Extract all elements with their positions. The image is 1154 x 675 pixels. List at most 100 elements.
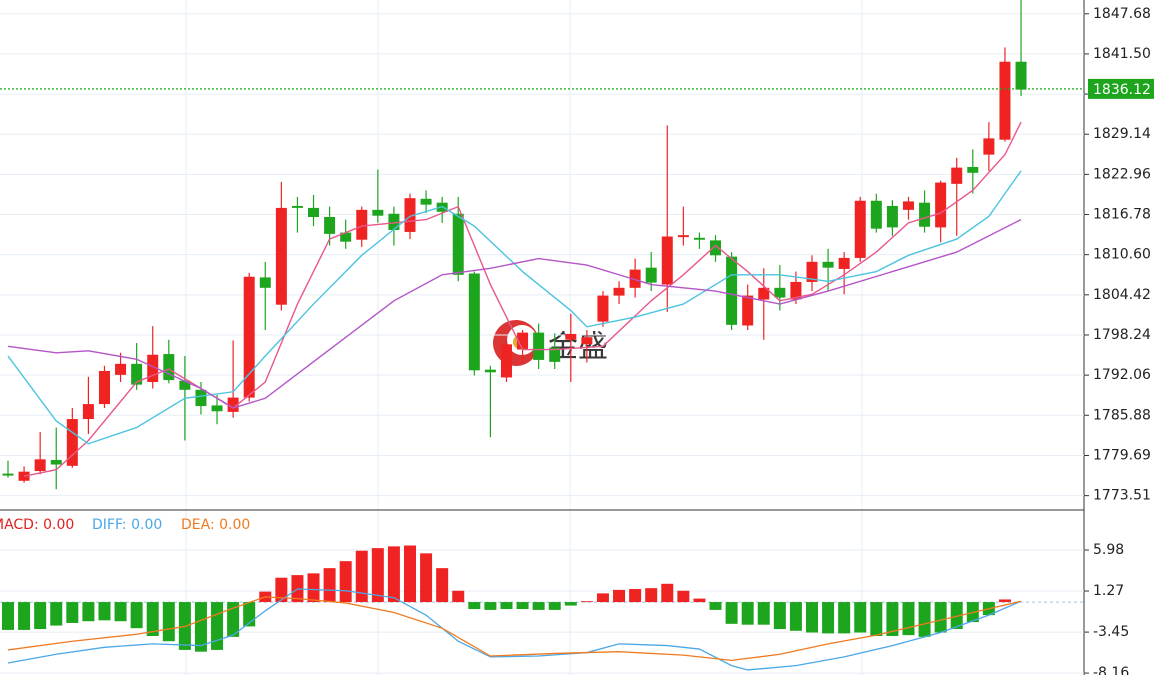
y-tick-label: 1810.60 [1093, 247, 1151, 263]
candle-body [517, 332, 529, 350]
candle-body [66, 419, 78, 466]
macd-bar [998, 599, 1011, 603]
candle-body [693, 237, 705, 240]
candle-body [291, 205, 303, 208]
candle-body [372, 209, 384, 216]
candle-body [500, 344, 512, 378]
macd-bar [661, 583, 674, 603]
macd-bar [130, 602, 143, 629]
macd-bar [194, 602, 207, 652]
candle-body [356, 209, 368, 240]
candle-body [131, 363, 143, 385]
y-tick-label: 1822.96 [1093, 166, 1151, 182]
macd-bar [886, 602, 899, 637]
macd-bar [323, 568, 336, 603]
macd-bar [645, 588, 658, 603]
candle-body [115, 363, 127, 375]
candle-body [806, 261, 818, 282]
macd-bar [564, 602, 577, 606]
candle-body [452, 213, 464, 275]
candle-body [243, 276, 255, 398]
y-tick-label: 1829.14 [1093, 126, 1151, 142]
macd-bar [114, 602, 127, 622]
macd-bar [596, 593, 609, 603]
y-tick-label: 1792.06 [1093, 367, 1151, 383]
macd-bar [548, 602, 561, 610]
candle-body [179, 380, 191, 390]
candle-body [645, 267, 657, 283]
macd-bar [580, 601, 593, 603]
candle-body [935, 182, 947, 228]
macd-bar [789, 602, 802, 631]
last-price-label: 1836.12 [1093, 82, 1151, 98]
y-tick-label: -8.16 [1093, 665, 1129, 675]
macd-bar [806, 602, 818, 633]
moving-average [23, 121, 1022, 477]
y-tick-label: 1847.68 [1093, 6, 1151, 22]
candle-body [163, 354, 175, 381]
moving-average [7, 170, 1022, 445]
candle-body [822, 261, 834, 268]
macd-bar [757, 602, 770, 625]
macd-bar [468, 602, 481, 610]
macd-bar [452, 590, 465, 603]
candle-body [726, 256, 738, 325]
macd-bar [516, 602, 529, 610]
y-tick-label: 1773.51 [1093, 488, 1151, 504]
macd-bar [613, 589, 626, 603]
last-price-box [1088, 78, 1154, 99]
candle-body [710, 240, 722, 256]
indicator-label: DIFF: 0.00 [92, 517, 162, 533]
candle-body [967, 166, 979, 173]
macd-bar [725, 602, 738, 624]
candle-body [259, 277, 271, 288]
candle-body [147, 354, 159, 383]
macd-bar [500, 602, 513, 610]
candle-body [1015, 61, 1027, 90]
candle-body [211, 405, 223, 412]
candle-body [565, 333, 577, 340]
candle-body [340, 232, 352, 242]
candle-body [324, 216, 336, 234]
indicator-label: MACD: 0.00 [0, 517, 74, 533]
macd-line [7, 596, 1022, 662]
macd-bar [918, 602, 931, 637]
y-tick-label: 1816.78 [1093, 207, 1151, 223]
candle-body [886, 205, 898, 228]
macd-bar [838, 602, 851, 634]
candle-body [533, 332, 545, 360]
candle-body [902, 201, 914, 210]
macd-bar [677, 590, 690, 603]
candle-body [774, 287, 786, 298]
candle-body [790, 281, 802, 300]
candle-body [484, 369, 496, 373]
macd-bar [950, 602, 963, 630]
macd-bar [436, 568, 449, 603]
macd-bar [307, 573, 320, 603]
macd-bar [693, 598, 706, 603]
candle-body [597, 295, 609, 322]
macd-bar [211, 602, 224, 650]
macd-bar [934, 602, 947, 633]
candle-body [677, 235, 689, 238]
candle-body [629, 269, 641, 288]
candle-body [613, 287, 625, 296]
candle-body [661, 236, 673, 285]
candle-body [983, 138, 995, 155]
macd-bar [484, 602, 497, 610]
macd-bar [227, 602, 240, 637]
macd-bar [146, 602, 159, 637]
candle-body [919, 202, 931, 227]
macd-bar [18, 602, 31, 630]
candle-body [951, 167, 963, 184]
candle-body [308, 207, 320, 217]
candle-body [468, 273, 480, 371]
macd-bar [420, 553, 433, 603]
candle-body [999, 61, 1011, 140]
candle-body [549, 347, 561, 362]
macd-bar [532, 602, 545, 610]
y-tick-label: 1779.69 [1093, 447, 1151, 463]
y-tick-label: 1804.42 [1093, 287, 1151, 303]
macd-bar [339, 561, 352, 603]
